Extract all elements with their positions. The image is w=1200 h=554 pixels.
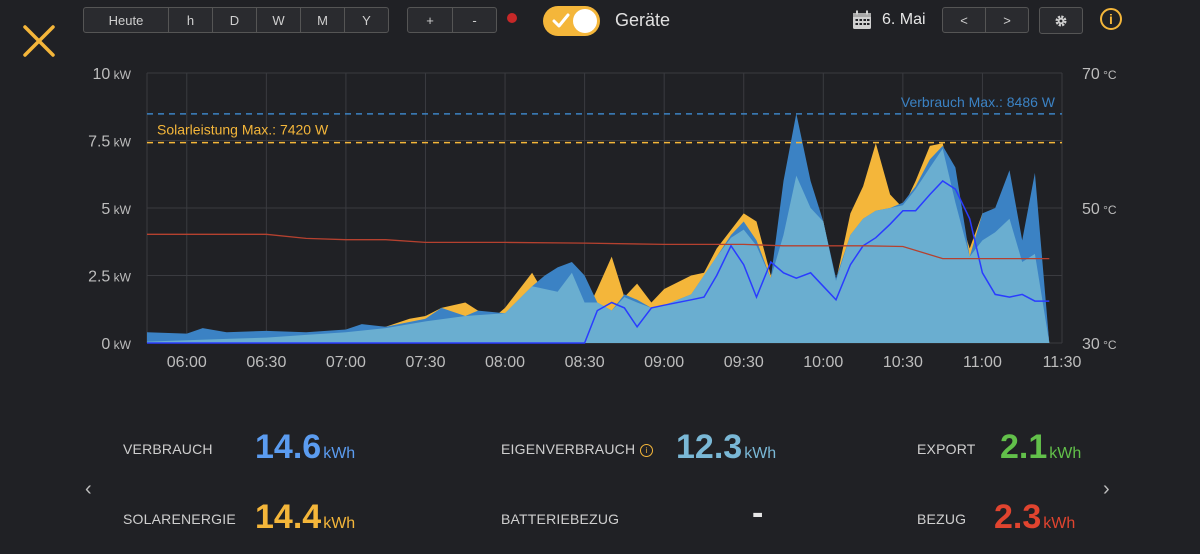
y-right-tick-label: 30 °C xyxy=(1082,336,1117,353)
x-tick-label: 11:00 xyxy=(963,354,1002,371)
x-tick-label: 09:00 xyxy=(644,354,684,371)
info-icon[interactable]: i xyxy=(1100,8,1122,30)
summary-next-arrow[interactable]: › xyxy=(1103,478,1110,500)
reference-lines: Verbrauch Max.: 8486 W Solarleistung Max.… xyxy=(147,94,1062,144)
consumption-label: VERBRAUCH xyxy=(123,441,213,457)
y-left-tick-label: 5 kW xyxy=(101,201,131,218)
zoom-in-button[interactable]: + xyxy=(407,7,453,33)
y-left-tick-label: 7.5 kW xyxy=(88,134,132,151)
devices-toggle-label: Geräte xyxy=(615,10,671,30)
line-blue xyxy=(147,180,1050,344)
chart-areas xyxy=(147,113,1050,343)
date-label: 6. Mai xyxy=(882,11,926,28)
x-tick-label: 11:30 xyxy=(1043,354,1082,371)
solar-energy-label: SOLARENERGIE xyxy=(123,511,236,527)
x-tick-label: 07:30 xyxy=(405,354,445,371)
summary-prev-arrow[interactable]: ‹ xyxy=(85,478,92,500)
chart-lines xyxy=(147,180,1050,344)
y-left-tick-label: 10 kW xyxy=(93,66,132,83)
y-right-tick-label: 70 °C xyxy=(1082,66,1117,83)
x-tick-label: 06:00 xyxy=(167,354,207,371)
settings-button[interactable] xyxy=(1039,7,1083,34)
x-tick-label: 08:30 xyxy=(565,354,605,371)
export-label: EXPORT xyxy=(917,441,976,457)
y-right-tick-label: 50 °C xyxy=(1082,201,1117,218)
period-selector: Heute h D W M Y xyxy=(83,7,389,33)
period-button-day[interactable]: D xyxy=(212,7,257,33)
export-value: 2.1 kWh xyxy=(1000,428,1082,466)
grid-import-label: BEZUG xyxy=(917,511,967,527)
toggle-knob xyxy=(573,9,597,33)
period-button-week[interactable]: W xyxy=(256,7,301,33)
x-tick-label: 09:30 xyxy=(724,354,764,371)
ref-label-consumption-max: Verbrauch Max.: 8486 W xyxy=(901,94,1056,110)
prev-day-button[interactable]: < xyxy=(942,7,986,33)
period-button-hour[interactable]: h xyxy=(168,7,213,33)
period-button-month[interactable]: M xyxy=(300,7,345,33)
energy-chart: Verbrauch Max.: 8486 W Solarleistung Max.… xyxy=(88,66,1117,371)
self-consumption-label: EIGENVERBRAUCH i xyxy=(501,441,654,457)
y-left-tick-label: 2.5 kW xyxy=(88,269,132,286)
x-tick-label: 07:00 xyxy=(326,354,366,371)
battery-draw-value: - xyxy=(752,494,764,532)
solar-energy-value: 14.4 kWh xyxy=(255,498,356,536)
x-tick-label: 06:30 xyxy=(246,354,286,371)
gear-icon xyxy=(1055,14,1067,27)
devices-toggle[interactable] xyxy=(543,6,600,36)
calendar-icon[interactable] xyxy=(852,10,872,30)
zoom-controls: + - xyxy=(407,7,497,33)
date-nav: < > xyxy=(942,7,1029,33)
live-indicator xyxy=(507,13,517,23)
chart-axes: 0 kW 2.5 kW 5 kW 7.5 kW 10 kW 06:00 06:30 07:00… xyxy=(88,66,1117,371)
line-temperature xyxy=(147,233,1050,260)
ref-label-solar-max: Solarleistung Max.: 7420 W xyxy=(157,122,329,138)
self-consumption-info-icon[interactable]: i xyxy=(640,444,654,457)
next-day-button[interactable]: > xyxy=(985,7,1029,33)
self-consumption-value: 12.3 kWh xyxy=(676,428,777,466)
x-tick-label: 10:00 xyxy=(803,354,843,371)
grid-import-value: 2.3 kWh xyxy=(994,498,1076,536)
y-left-tick-label: 0 kW xyxy=(101,336,131,353)
close-icon[interactable] xyxy=(22,24,56,58)
area-eigenverbrauch xyxy=(147,148,1050,343)
zoom-out-button[interactable]: - xyxy=(452,7,497,33)
battery-draw-label: BATTERIEBEZUG xyxy=(501,511,620,527)
consumption-value: 14.6 kWh xyxy=(255,428,356,466)
x-tick-label: 08:00 xyxy=(485,354,525,371)
period-button-year[interactable]: Y xyxy=(344,7,389,33)
check-icon xyxy=(552,13,570,28)
x-tick-label: 10:30 xyxy=(883,354,923,371)
